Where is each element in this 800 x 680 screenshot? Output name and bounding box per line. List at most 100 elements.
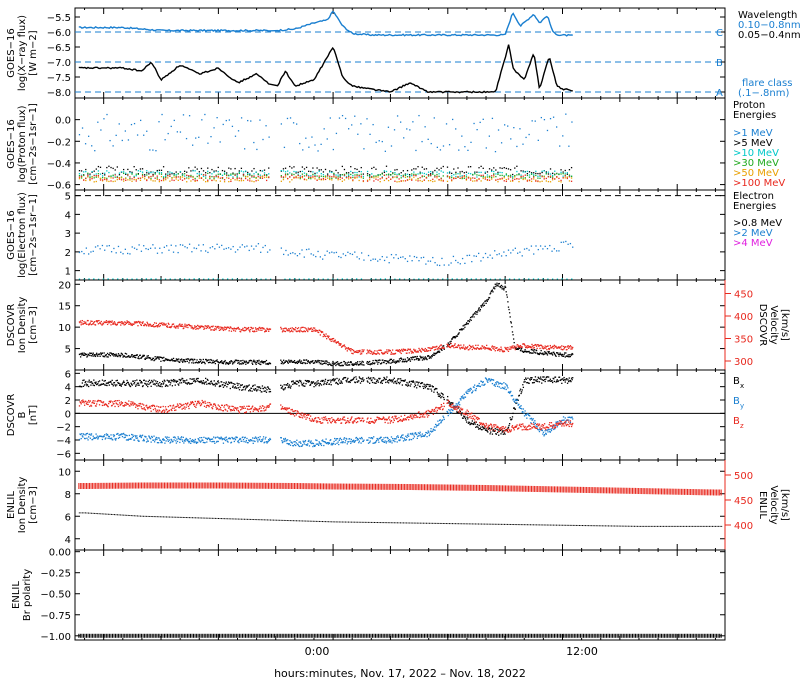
- data-point: [92, 384, 94, 386]
- data-point: [234, 386, 237, 388]
- data-point: [566, 346, 569, 348]
- data-point: [339, 362, 342, 364]
- data-point: [530, 346, 532, 348]
- data-point: [176, 440, 179, 443]
- data-point: [322, 440, 324, 443]
- data-point: [250, 439, 253, 441]
- data-point: [177, 436, 179, 438]
- data-point: [198, 278, 200, 280]
- data-point: [533, 174, 535, 176]
- data-point: [106, 323, 109, 326]
- data-point: [318, 177, 320, 179]
- data-point: [539, 181, 541, 183]
- data-point: [320, 384, 323, 386]
- data-point: [284, 437, 287, 440]
- data-point: [114, 439, 117, 441]
- data-point: [121, 322, 123, 325]
- data-point: [297, 171, 299, 173]
- data-point: [110, 324, 112, 326]
- data-point: [565, 240, 567, 243]
- data-point: [294, 440, 296, 443]
- data-point: [386, 349, 388, 351]
- data-point: [263, 172, 266, 174]
- data-point: [342, 253, 344, 255]
- data-point: [571, 121, 573, 123]
- data-point: [151, 358, 153, 361]
- data-point: [556, 380, 558, 382]
- y-tick-label-right: 350: [734, 335, 753, 346]
- data-point: [183, 325, 186, 327]
- data-point: [288, 384, 291, 386]
- data-point: [366, 349, 369, 351]
- data-point: [211, 326, 214, 328]
- data-point: [114, 384, 116, 386]
- data-point: [203, 327, 206, 329]
- data-point: [491, 117, 494, 120]
- data-point: [516, 145, 518, 148]
- data-point: [139, 435, 141, 438]
- data-point: [313, 329, 315, 331]
- data-point: [504, 433, 506, 435]
- data-point: [95, 180, 97, 183]
- data-point: [503, 177, 505, 179]
- data-point: [542, 248, 544, 250]
- data-point: [496, 381, 498, 383]
- data-point: [101, 176, 104, 179]
- data-point: [391, 442, 393, 444]
- data-point: [87, 174, 89, 177]
- data-point: [552, 345, 554, 348]
- data-point: [347, 347, 350, 349]
- data-point: [568, 174, 571, 176]
- data-point: [535, 245, 537, 247]
- data-point: [236, 176, 238, 178]
- data-point: [393, 359, 395, 361]
- data-point: [254, 387, 257, 390]
- data-point: [381, 255, 383, 258]
- data-point: [549, 378, 551, 380]
- data-point: [110, 383, 113, 385]
- data-point: [411, 179, 413, 181]
- data-point: [238, 383, 240, 385]
- data-point: [488, 179, 491, 181]
- data-point: [144, 178, 146, 180]
- data-point: [340, 256, 342, 259]
- data-point: [131, 324, 133, 327]
- data-point: [176, 325, 179, 328]
- data-point: [356, 437, 359, 440]
- data-point: [181, 439, 183, 441]
- data-point: [145, 436, 147, 438]
- data-point: [424, 356, 426, 358]
- y-tick-label: 5: [65, 345, 71, 356]
- data-point: [216, 440, 218, 443]
- data-point: [106, 113, 108, 116]
- data-point: [149, 438, 152, 440]
- data-point: [179, 441, 181, 444]
- data-point: [214, 248, 216, 250]
- data-point: [96, 320, 98, 322]
- data-point: [457, 344, 460, 346]
- data-point: [501, 383, 503, 385]
- data-point: [285, 249, 287, 252]
- data-point: [137, 357, 139, 359]
- data-point: [459, 347, 461, 349]
- data-point: [148, 357, 151, 359]
- data-point: [316, 383, 319, 385]
- data-point: [97, 121, 99, 123]
- data-point: [433, 426, 436, 428]
- data-point: [109, 352, 111, 354]
- data-point: [205, 174, 207, 176]
- data-point: [304, 379, 307, 382]
- data-point: [133, 175, 135, 178]
- data-point: [156, 385, 158, 387]
- data-point: [261, 439, 263, 441]
- data-point: [425, 384, 427, 386]
- data-point: [263, 328, 265, 330]
- data-point: [409, 380, 411, 383]
- data-point: [340, 361, 343, 364]
- data-point: [305, 166, 308, 169]
- data-point: [483, 302, 485, 304]
- data-point: [494, 288, 496, 290]
- data-point: [514, 408, 517, 410]
- data-point: [509, 346, 511, 348]
- data-point: [343, 344, 346, 346]
